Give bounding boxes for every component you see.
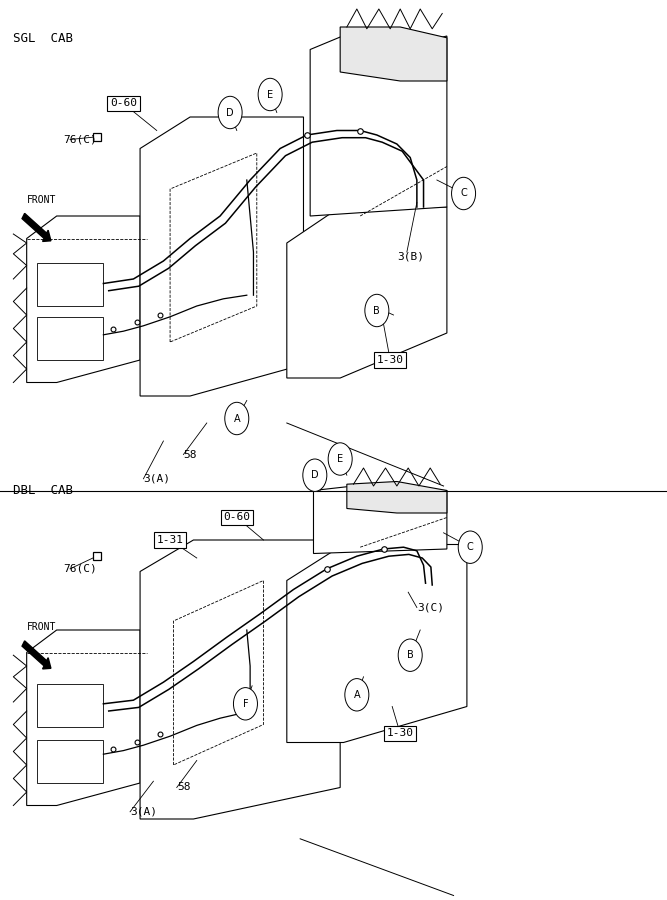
Polygon shape (347, 482, 447, 513)
Circle shape (398, 639, 422, 671)
Polygon shape (140, 540, 340, 819)
Polygon shape (310, 32, 447, 216)
Polygon shape (37, 740, 103, 783)
Text: B: B (374, 305, 380, 316)
Polygon shape (287, 544, 467, 742)
Text: E: E (337, 454, 344, 464)
Polygon shape (27, 216, 140, 382)
Circle shape (225, 402, 249, 435)
Text: 0-60: 0-60 (110, 98, 137, 109)
Circle shape (303, 459, 327, 491)
Text: 3(B): 3(B) (397, 251, 424, 262)
Text: C: C (467, 542, 474, 553)
Polygon shape (140, 117, 303, 396)
FancyArrow shape (22, 213, 51, 241)
Text: 1-30: 1-30 (387, 728, 414, 739)
Text: B: B (407, 650, 414, 661)
Text: DBL  CAB: DBL CAB (13, 484, 73, 497)
Circle shape (233, 688, 257, 720)
Polygon shape (37, 317, 103, 360)
Text: C: C (460, 188, 467, 199)
Polygon shape (340, 27, 447, 81)
Circle shape (218, 96, 242, 129)
Polygon shape (37, 684, 103, 727)
Polygon shape (287, 207, 447, 378)
Text: D: D (311, 470, 319, 481)
Polygon shape (27, 630, 140, 806)
Text: A: A (354, 689, 360, 700)
Text: 76(C): 76(C) (63, 134, 97, 145)
Text: 76(C): 76(C) (63, 563, 97, 574)
Text: D: D (226, 107, 234, 118)
Text: 58: 58 (183, 449, 197, 460)
Text: A: A (233, 413, 240, 424)
Text: 3(C): 3(C) (417, 602, 444, 613)
Text: 1-30: 1-30 (377, 355, 404, 365)
Text: E: E (267, 89, 273, 100)
Circle shape (328, 443, 352, 475)
Text: F: F (243, 698, 248, 709)
Circle shape (452, 177, 476, 210)
Text: 3(A): 3(A) (143, 473, 170, 484)
Circle shape (345, 679, 369, 711)
Text: 1-31: 1-31 (157, 535, 183, 545)
Circle shape (258, 78, 282, 111)
Text: 58: 58 (177, 782, 190, 793)
Text: SGL  CAB: SGL CAB (13, 32, 73, 44)
Text: FRONT: FRONT (27, 194, 56, 205)
Polygon shape (37, 263, 103, 306)
Text: 0-60: 0-60 (223, 512, 250, 523)
Circle shape (365, 294, 389, 327)
Polygon shape (313, 486, 447, 554)
Text: 3(A): 3(A) (130, 806, 157, 817)
Text: FRONT: FRONT (27, 622, 56, 633)
FancyArrow shape (22, 641, 51, 669)
Circle shape (458, 531, 482, 563)
